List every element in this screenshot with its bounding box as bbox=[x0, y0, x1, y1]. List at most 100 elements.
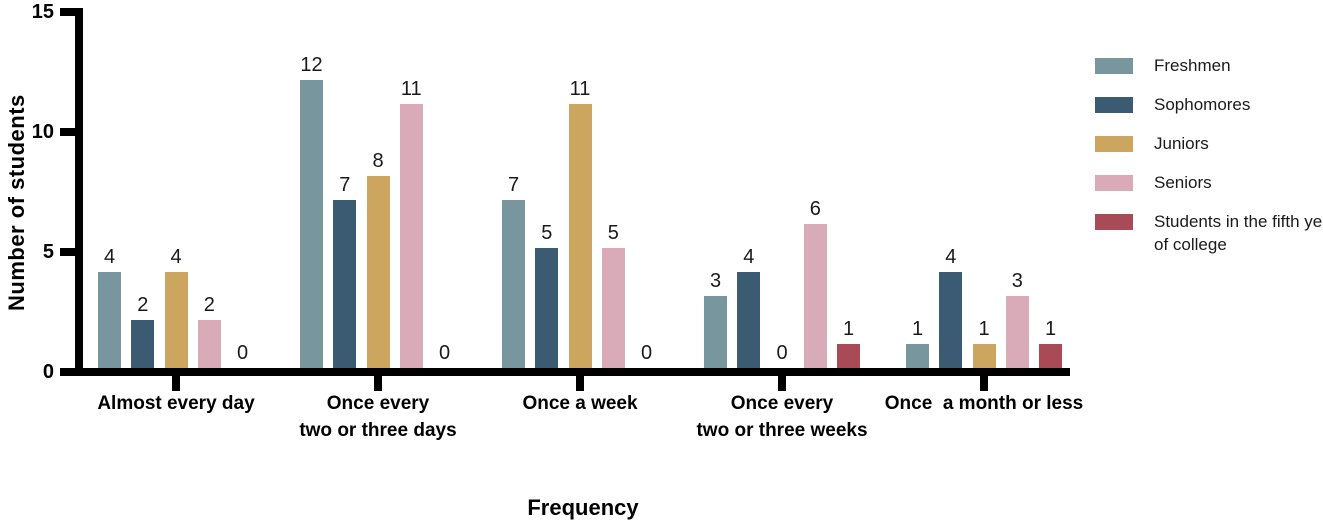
bar-slot: 0 bbox=[771, 343, 794, 368]
bar bbox=[98, 272, 121, 368]
x-tick bbox=[778, 376, 786, 391]
bar bbox=[399, 104, 423, 368]
bar-slot: 1 bbox=[837, 319, 860, 368]
bar-value-label: 1 bbox=[1044, 318, 1057, 340]
bar bbox=[737, 272, 761, 368]
legend-item: Seniors bbox=[1095, 172, 1323, 195]
x-category-label: Almost every day bbox=[97, 393, 255, 414]
x-tick bbox=[576, 376, 584, 391]
x-category-label: Once a month or less bbox=[884, 393, 1084, 414]
bar bbox=[131, 320, 155, 368]
bar-slot: 4 bbox=[737, 246, 761, 368]
bar-value-label: 0 bbox=[236, 342, 249, 364]
bar bbox=[803, 224, 827, 368]
bar-value-label: 4 bbox=[743, 246, 755, 268]
bar-slot: 11 bbox=[568, 78, 592, 368]
bar bbox=[333, 200, 357, 368]
legend-label: Juniors bbox=[1154, 133, 1209, 153]
bar-value-label: 5 bbox=[607, 222, 619, 244]
bar-slot: 6 bbox=[803, 198, 827, 368]
bar bbox=[1005, 296, 1029, 368]
x-tick bbox=[374, 376, 382, 391]
bar bbox=[164, 272, 188, 368]
bar-value-label: 6 bbox=[809, 198, 821, 220]
y-tick-label: 5 bbox=[42, 241, 54, 263]
bar-value-label: 2 bbox=[203, 294, 215, 316]
bar-value-label: 4 bbox=[170, 246, 182, 268]
x-category-label: Once every two or three weeks bbox=[696, 393, 868, 441]
bar-value-label: 11 bbox=[569, 78, 591, 100]
bar bbox=[535, 248, 559, 368]
legend: Freshmen Sophomores Juniors Seniors Students… bbox=[1095, 55, 1323, 273]
bar-slot: 5 bbox=[601, 222, 625, 368]
bar-value-label: 4 bbox=[945, 246, 957, 268]
bar-slot: 3 bbox=[1005, 270, 1029, 368]
bar-slot: 4 bbox=[939, 246, 963, 368]
y-tick-label: 15 bbox=[31, 1, 54, 23]
bar-slot: 2 bbox=[131, 294, 155, 368]
bar-value-label: 11 bbox=[400, 78, 422, 100]
bar-value-label: 1 bbox=[978, 318, 990, 340]
bar-slot: 1 bbox=[906, 319, 929, 368]
bar-slot: 2 bbox=[197, 294, 221, 368]
legend-item: Juniors bbox=[1095, 133, 1323, 156]
legend-swatch bbox=[1095, 174, 1133, 191]
bar-value-label: 0 bbox=[776, 342, 788, 364]
bar-value-label: 3 bbox=[1011, 270, 1023, 292]
x-category-label: Once a week bbox=[522, 393, 638, 414]
bar bbox=[906, 344, 929, 368]
legend-swatch bbox=[1095, 213, 1133, 230]
bar-value-label: 5 bbox=[541, 222, 553, 244]
x-tick bbox=[172, 376, 180, 391]
bar-value-label: 4 bbox=[103, 246, 116, 268]
bar-slot: 4 bbox=[164, 246, 188, 368]
bar bbox=[366, 176, 390, 368]
bar-group: 4 2 4 2 0 bbox=[98, 8, 254, 368]
y-tick bbox=[60, 128, 76, 136]
bar bbox=[704, 296, 727, 368]
bar-slot: 0 bbox=[433, 343, 456, 368]
y-tick-label: 10 bbox=[31, 121, 54, 143]
bar-slot: 7 bbox=[333, 174, 357, 368]
bar-slot: 4 bbox=[98, 247, 121, 368]
x-tick bbox=[980, 376, 988, 391]
bar-value-label: 7 bbox=[339, 174, 351, 196]
bar-group: 7 5 11 5 0 bbox=[502, 8, 658, 368]
bar-value-label: 3 bbox=[709, 270, 722, 292]
bar-value-label: 0 bbox=[640, 342, 653, 364]
y-tick bbox=[60, 248, 76, 256]
legend-label: Sophomores bbox=[1154, 94, 1251, 114]
bar-slot: 12 bbox=[300, 55, 323, 368]
bar bbox=[300, 80, 323, 368]
bar-value-label: 1 bbox=[911, 318, 924, 340]
bar-value-label: 8 bbox=[372, 150, 384, 172]
x-category-label: Once every two or three days bbox=[299, 393, 457, 441]
bar-slot: 11 bbox=[399, 78, 423, 368]
x-axis-title: Frequency bbox=[527, 495, 639, 520]
y-tick-label: 0 bbox=[42, 361, 54, 383]
bar bbox=[939, 272, 963, 368]
bar-slot: 3 bbox=[704, 271, 727, 368]
bar-slot: 0 bbox=[635, 343, 658, 368]
bar-slot: 1 bbox=[972, 318, 996, 368]
bar-value-label: 7 bbox=[507, 174, 520, 196]
bar-value-label: 2 bbox=[137, 294, 149, 316]
legend-swatch bbox=[1095, 58, 1133, 74]
bar-slot: 5 bbox=[535, 222, 559, 368]
bar bbox=[972, 344, 996, 368]
bar bbox=[1039, 344, 1062, 368]
legend-item: Students in the fifth year of college bbox=[1095, 211, 1323, 257]
legend-label: Students in the fifth year of college bbox=[1154, 211, 1323, 254]
bar-slot: 0 bbox=[231, 343, 254, 368]
legend-item: Sophomores bbox=[1095, 94, 1323, 117]
bar bbox=[568, 104, 592, 368]
x-axis-line bbox=[75, 368, 1070, 376]
y-tick bbox=[60, 8, 76, 16]
bar-slot: 1 bbox=[1039, 319, 1062, 368]
legend-item: Freshmen bbox=[1095, 55, 1323, 78]
bar bbox=[837, 344, 860, 368]
bar-value-label: 1 bbox=[842, 318, 855, 340]
bar-value-label: 0 bbox=[438, 342, 451, 364]
bar-slot: 7 bbox=[502, 175, 525, 368]
